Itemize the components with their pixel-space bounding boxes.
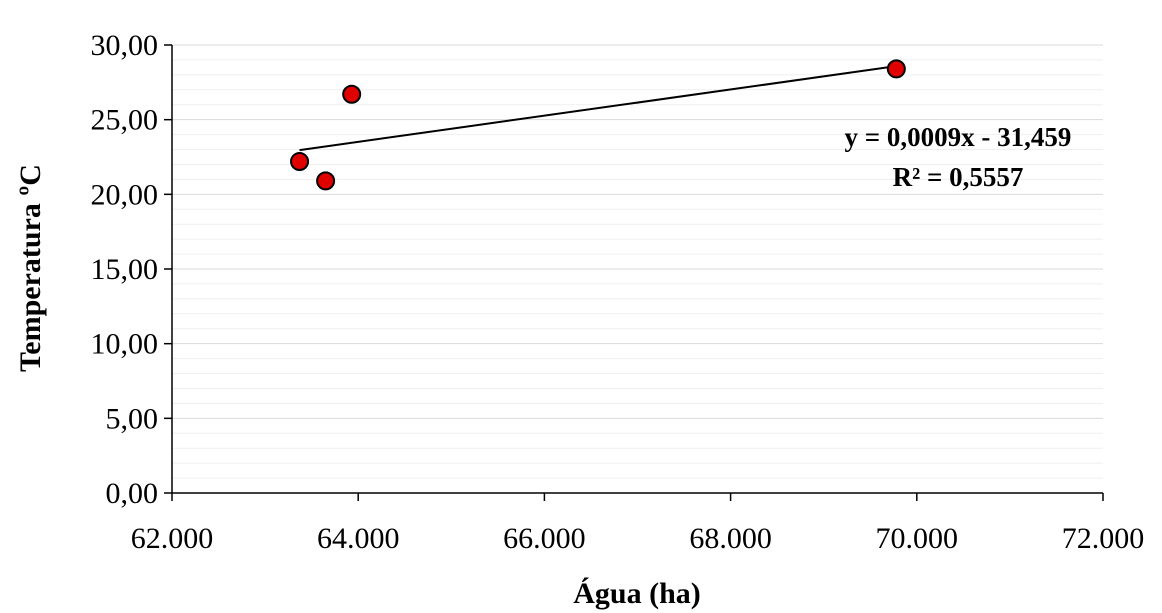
x-axis-title: Água (ha) [573, 577, 701, 610]
x-tick-label: 68.000 [689, 522, 772, 555]
y-tick-label: 10,00 [91, 328, 159, 361]
data-points [290, 59, 906, 191]
y-axis-title: Temperatura ºC [14, 164, 47, 372]
trendline [299, 65, 897, 152]
trendline-r-squared: R² = 0,5557 [893, 162, 1024, 192]
y-tick-label: 20,00 [91, 178, 159, 211]
x-tick-label: 66.000 [503, 522, 586, 555]
y-tick-label: 5,00 [106, 402, 159, 435]
gridlines [172, 44, 1103, 479]
x-tick-label: 72.000 [1062, 522, 1145, 555]
x-axis-ticks: 62.000 64.000 66.000 68.000 70.000 72.000 [131, 493, 1145, 555]
y-tick-label: 30,00 [91, 29, 159, 62]
x-tick-label: 70.000 [876, 522, 959, 555]
trendline-equation: y = 0,0009x - 31,459 [845, 122, 1072, 152]
y-tick-label: 15,00 [91, 253, 159, 286]
y-tick-label: 0,00 [106, 477, 159, 510]
y-axis-ticks: 0,00 5,00 10,00 15,00 20,00 25,00 30,00 [91, 29, 172, 510]
trendline-group [299, 65, 897, 152]
x-tick-label: 62.000 [131, 522, 214, 555]
data-point [290, 151, 310, 171]
x-tick-label: 64.000 [317, 522, 400, 555]
data-point [886, 59, 906, 79]
y-tick-label: 25,00 [91, 104, 159, 137]
data-point [316, 171, 336, 191]
data-point [342, 84, 362, 104]
